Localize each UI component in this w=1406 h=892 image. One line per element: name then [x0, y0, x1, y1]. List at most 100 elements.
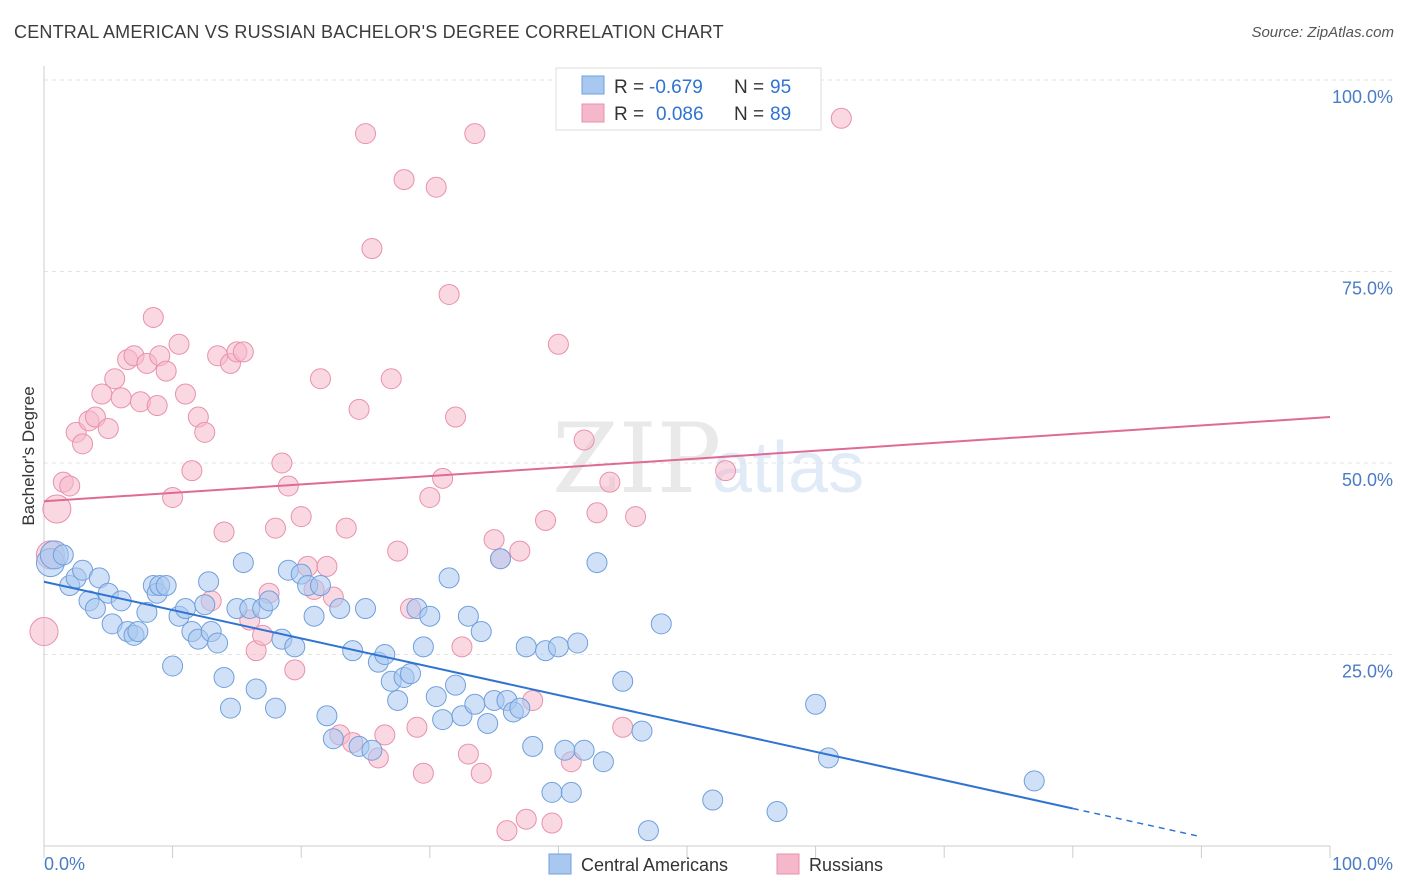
- data-point-central-americans: [194, 594, 216, 616]
- legend-r-label-blue: R =: [614, 77, 644, 98]
- chart-title: CENTRAL AMERICAN VS RUSSIAN BACHELOR'S D…: [14, 22, 724, 42]
- data-point-russians: [830, 107, 852, 129]
- legend-bottom-swatch-pink: [776, 853, 800, 875]
- x-tick-label-max: 100.0%: [1332, 854, 1393, 874]
- legend-swatch-pink: [581, 103, 605, 123]
- data-point-russians: [104, 368, 126, 390]
- data-point-russians: [457, 743, 479, 765]
- data-point-russians: [309, 368, 331, 390]
- data-point-russians: [146, 395, 168, 417]
- data-point-russians: [586, 502, 608, 524]
- data-point-russians: [573, 429, 595, 451]
- data-point-central-americans: [1023, 770, 1045, 792]
- data-point-central-americans: [174, 598, 196, 620]
- data-point-central-americans: [232, 552, 254, 574]
- data-point-central-americans: [258, 590, 280, 612]
- legend-r-value-blue: -0.679: [649, 77, 703, 98]
- legend-r-label-pink: R =: [614, 104, 644, 125]
- data-point-russians: [541, 812, 563, 834]
- data-point-russians: [599, 471, 621, 493]
- data-point-central-americans: [592, 751, 614, 773]
- y-tick-label: 100.0%: [1332, 87, 1393, 107]
- trend-line-central-americans-extension: [1072, 807, 1202, 838]
- legend-n-label-blue: N =: [734, 77, 764, 98]
- data-point-central-americans: [207, 632, 229, 654]
- data-point-russians: [387, 540, 409, 562]
- data-point-central-americans: [509, 697, 531, 719]
- data-point-central-americans: [637, 820, 659, 842]
- data-point-central-americans: [515, 636, 537, 658]
- data-point-russians: [316, 555, 338, 577]
- data-point-russians: [612, 716, 634, 738]
- legend-swatch-blue: [581, 75, 605, 95]
- data-point-central-americans: [309, 575, 331, 597]
- legend-r-value-pink: 0.086: [656, 104, 704, 125]
- data-point-russians: [59, 475, 81, 497]
- data-point-central-americans: [631, 720, 653, 742]
- data-point-russians: [715, 460, 737, 482]
- data-point-russians: [142, 306, 164, 328]
- y-tick-label: 25.0%: [1342, 662, 1393, 682]
- legend-n-value-pink: 89: [770, 104, 791, 125]
- legend-bottom-label-blue: Central Americans: [581, 855, 728, 875]
- data-point-russians: [547, 333, 569, 355]
- data-point-russians: [97, 418, 119, 440]
- data-point-russians: [483, 529, 505, 551]
- data-point-central-americans: [567, 632, 589, 654]
- data-point-central-americans: [303, 605, 325, 627]
- data-point-central-americans: [355, 598, 376, 620]
- data-point-russians: [162, 486, 184, 508]
- data-point-central-americans: [264, 697, 286, 719]
- data-point-russians: [535, 509, 557, 531]
- data-point-central-americans: [445, 674, 467, 696]
- data-point-central-americans: [464, 693, 486, 715]
- data-point-russians: [348, 398, 370, 420]
- data-point-central-americans: [586, 552, 608, 574]
- legend-n-value-blue: 95: [770, 77, 791, 98]
- y-tick-labels: 100.0% 75.0% 50.0% 25.0%: [1332, 87, 1393, 682]
- y-tick-label: 75.0%: [1342, 279, 1393, 299]
- data-point-russians: [361, 238, 383, 260]
- data-point-central-americans: [522, 735, 544, 757]
- data-point-russians: [110, 387, 132, 409]
- source-attribution: Source: ZipAtlas.com: [1251, 24, 1394, 41]
- data-point-russians: [72, 433, 94, 455]
- trend-lines: [43, 416, 1331, 838]
- data-point-central-americans: [387, 689, 409, 711]
- data-point-central-americans: [198, 571, 220, 593]
- data-point-central-americans: [400, 663, 422, 685]
- data-point-central-americans: [573, 739, 595, 761]
- data-point-central-americans: [554, 739, 576, 761]
- data-point-russians: [406, 716, 428, 738]
- x-axis-ticks: [43, 846, 1331, 858]
- data-point-central-americans: [817, 747, 839, 769]
- data-point-russians: [464, 123, 486, 145]
- data-point-russians: [432, 467, 454, 489]
- data-point-central-americans: [547, 636, 569, 658]
- data-point-russians: [232, 341, 254, 363]
- y-tick-label: 50.0%: [1342, 470, 1393, 490]
- data-point-russians: [374, 724, 396, 746]
- data-point-russians: [271, 452, 293, 474]
- data-point-central-americans: [425, 686, 447, 708]
- data-point-central-americans: [702, 789, 724, 811]
- data-point-russians: [264, 517, 286, 539]
- data-point-russians: [425, 176, 447, 198]
- data-point-central-americans: [438, 567, 460, 589]
- data-point-central-americans: [805, 693, 827, 715]
- data-point-russians: [174, 383, 196, 405]
- data-point-russians: [380, 368, 402, 390]
- data-point-russians: [29, 617, 59, 647]
- legend-bottom: Central Americans Russians: [548, 853, 883, 875]
- data-point-central-americans: [329, 598, 351, 620]
- data-point-central-americans: [419, 605, 441, 627]
- data-point-russians: [412, 762, 434, 784]
- data-point-central-americans: [219, 697, 241, 719]
- data-point-central-americans: [541, 781, 563, 803]
- data-point-central-americans: [477, 712, 499, 734]
- data-point-central-americans: [322, 728, 344, 750]
- data-point-russians: [470, 762, 492, 784]
- data-point-central-americans: [52, 544, 74, 566]
- data-point-russians: [155, 360, 177, 382]
- series-russians-points: [29, 69, 852, 842]
